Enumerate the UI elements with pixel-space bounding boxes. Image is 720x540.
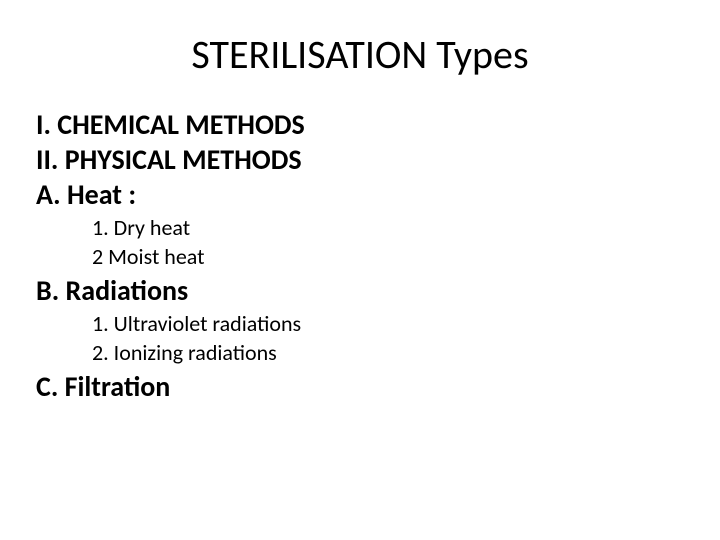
heat-sublist: 1. Dry heat 2 Moist heat [36,214,684,271]
heading-heat: A. Heat : [36,177,684,212]
page-title: STERILISATION Types [96,30,624,79]
list-item: 2. Ionizing radiations [92,339,684,368]
list-item: 1. Ultraviolet radiations [92,310,684,339]
list-item: 1. Dry heat [92,214,684,243]
heading-chemical-methods: I. CHEMICAL METHODS [36,107,684,142]
radiations-sublist: 1. Ultraviolet radiations 2. Ionizing ra… [36,310,684,367]
heading-filtration: C. Filtration [36,369,684,404]
heading-radiations: B. Radiations [36,273,684,308]
list-item: 2 Moist heat [92,243,684,272]
heading-physical-methods: II. PHYSICAL METHODS [36,142,684,177]
